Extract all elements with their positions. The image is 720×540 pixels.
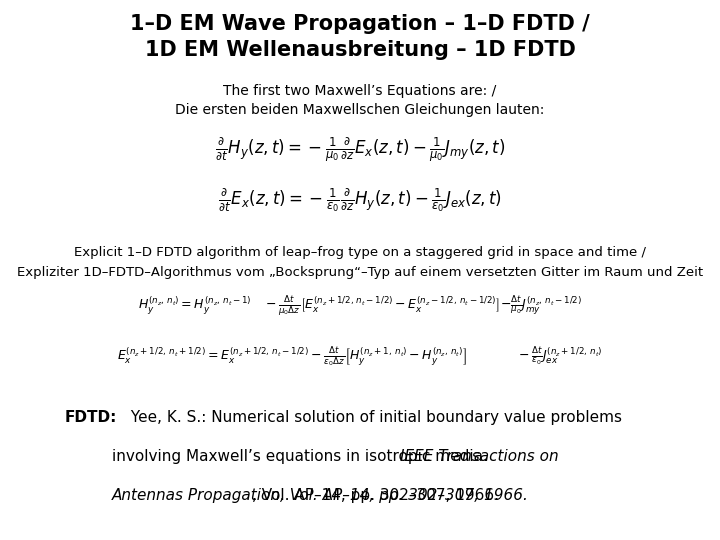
Text: $E_x^{(n_z+1/2,\,n_t+1/2)} = E_x^{(n_z+1/2,\,n_t-1/2)} - \frac{\Delta t}{\vareps: $E_x^{(n_z+1/2,\,n_t+1/2)} = E_x^{(n_z+1… xyxy=(117,346,603,369)
Text: FDTD:: FDTD: xyxy=(65,410,117,426)
Text: $H_y^{(n_z,\,n_t)} = H_y^{(n_z,\,n_t-1)}$$\quad -\frac{\Delta t}{\mu_0 \Delta z}: $H_y^{(n_z,\,n_t)} = H_y^{(n_z,\,n_t-1)}… xyxy=(138,294,582,318)
Text: involving Maxwell’s equations in isotropic media.: involving Maxwell’s equations in isotrop… xyxy=(112,449,492,464)
Text: $\frac{\partial}{\partial t}H_y(z,t) = -\frac{1}{\mu_0}\frac{\partial}{\partial : $\frac{\partial}{\partial t}H_y(z,t) = -… xyxy=(215,135,505,164)
Text: 1D EM Wellenausbreitung – 1D FDTD: 1D EM Wellenausbreitung – 1D FDTD xyxy=(145,40,575,60)
Text: , Vol. AP–14, pp. 302–307, 1966.: , Vol. AP–14, pp. 302–307, 1966. xyxy=(252,488,499,503)
Text: The first two Maxwell’s Equations are: /: The first two Maxwell’s Equations are: / xyxy=(223,84,497,98)
Text: Explicit 1–D FDTD algorithm of leap–frog type on a staggered grid in space and t: Explicit 1–D FDTD algorithm of leap–frog… xyxy=(74,246,646,259)
Text: 1–D EM Wave Propagation – 1–D FDTD /: 1–D EM Wave Propagation – 1–D FDTD / xyxy=(130,14,590,33)
Text: Die ersten beiden Maxwellschen Gleichungen lauten:: Die ersten beiden Maxwellschen Gleichung… xyxy=(175,103,545,117)
Text: Yee, K. S.: Numerical solution of initial boundary value problems: Yee, K. S.: Numerical solution of initia… xyxy=(126,410,622,426)
Text: $\frac{\partial}{\partial t}E_x(z,t) = -\frac{1}{\varepsilon_0}\frac{\partial}{\: $\frac{\partial}{\partial t}E_x(z,t) = -… xyxy=(218,186,502,213)
Text: Expliziter 1D–FDTD–Algorithmus vom „Bocksprung“–Typ auf einem versetzten Gitter : Expliziter 1D–FDTD–Algorithmus vom „Bock… xyxy=(17,266,703,279)
Text: IEEE Transactions on: IEEE Transactions on xyxy=(400,449,558,464)
Text: Antennas Propagation, Vol. AP–14, pp. 302–307, 1966.: Antennas Propagation, Vol. AP–14, pp. 30… xyxy=(112,488,528,503)
